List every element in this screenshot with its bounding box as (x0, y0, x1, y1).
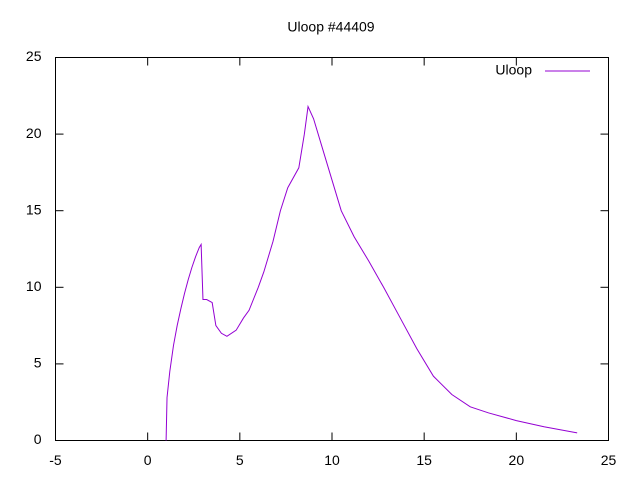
y-tick-label: 10 (26, 278, 42, 294)
x-tick-label: -5 (49, 452, 62, 468)
plot-border (55, 57, 609, 441)
data-line (165, 104, 578, 441)
legend-label: Uloop (495, 62, 532, 78)
x-tick-label: 20 (509, 452, 525, 468)
y-tick-label: 15 (26, 201, 42, 217)
x-tick-label: 10 (324, 452, 340, 468)
chart-title: Uloop #44409 (287, 19, 374, 35)
y-tick-label: 20 (26, 125, 42, 141)
x-tick-label: 15 (416, 452, 432, 468)
x-tick-label: 0 (144, 452, 152, 468)
y-tick-label: 25 (26, 48, 42, 64)
x-tick-label: 25 (601, 452, 617, 468)
y-tick-label: 5 (34, 355, 42, 371)
y-tick-label: 0 (34, 431, 42, 447)
x-tick-label: 5 (236, 452, 244, 468)
